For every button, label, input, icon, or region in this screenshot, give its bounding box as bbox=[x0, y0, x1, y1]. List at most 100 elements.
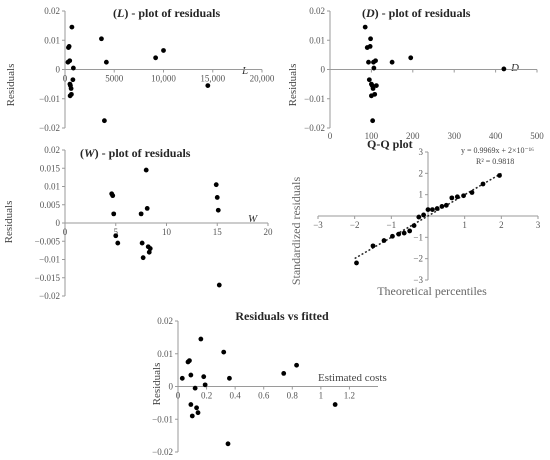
panel-w-xtick-label: 10 bbox=[162, 227, 172, 237]
panel-l-point bbox=[99, 36, 104, 42]
panel-rf-xtick-label: 0 bbox=[176, 391, 181, 401]
panel-qq-ytick-label: 2 bbox=[419, 168, 424, 178]
panel-l-ytick-label: 0.01 bbox=[44, 35, 60, 45]
panel-l-point bbox=[103, 59, 109, 65]
panel-d-ytick-label: 0.01 bbox=[309, 35, 325, 45]
panel-rf-xtick-label: 0.8 bbox=[287, 391, 299, 401]
panel-rf-point bbox=[195, 410, 201, 416]
panel-qq-point bbox=[425, 207, 431, 213]
panel-w-ytick-label: 0 bbox=[56, 218, 61, 228]
panel-w-point bbox=[110, 193, 116, 199]
panel-l-title: (L) - plot of residuals bbox=[113, 6, 220, 20]
panel-qq-point bbox=[411, 223, 417, 229]
panel-qq-xtick-label: −1 bbox=[387, 220, 397, 230]
panel-rf-title: Residuals vs fitted bbox=[235, 309, 329, 323]
panel-d-residuals: (D) - plot of residuals Residuals D −0.0… bbox=[287, 6, 544, 141]
panel-d-point bbox=[366, 77, 372, 83]
panel-d-xtick-label: 200 bbox=[406, 131, 420, 141]
panel-d-xtick-label: 300 bbox=[447, 131, 461, 141]
panel-qq-point bbox=[454, 194, 460, 200]
panel-rf-point bbox=[227, 375, 232, 381]
panel-qq-xtick-label: −2 bbox=[350, 220, 360, 230]
panel-l-point bbox=[69, 24, 75, 30]
panel-rf-point bbox=[281, 371, 287, 376]
panel-d-point bbox=[389, 59, 395, 65]
panel-rf-ytick-label: −0.02 bbox=[152, 447, 173, 457]
panel-rf-point bbox=[179, 375, 185, 381]
panel-w-ytick-label: 0.015 bbox=[40, 163, 61, 173]
panel-w-point bbox=[214, 195, 220, 200]
panel-qq-xtick-label: −3 bbox=[313, 220, 323, 230]
panel-l-point bbox=[67, 58, 73, 64]
panel-w-point bbox=[138, 211, 144, 217]
panel-w-ytick-label: −0.01 bbox=[39, 255, 60, 265]
panel-qq-xtick-label: 2 bbox=[499, 220, 504, 230]
panel-qq-point bbox=[430, 207, 435, 213]
panel-d-xtick-label: 500 bbox=[530, 131, 544, 141]
panel-l-point bbox=[68, 86, 74, 91]
panel-rf-point bbox=[201, 374, 207, 380]
panel-qq-xtick-label: 1 bbox=[462, 220, 467, 230]
panel-l-ylabel: Residuals bbox=[5, 64, 17, 107]
panel-rf-xlabel: Estimated costs bbox=[318, 372, 387, 384]
panel-qq-point bbox=[469, 190, 475, 195]
panel-rf-point bbox=[188, 372, 194, 378]
panel-l-point bbox=[102, 118, 107, 124]
panel-qq-point bbox=[381, 238, 387, 243]
panel-qq-point bbox=[370, 243, 376, 249]
panel-l-point bbox=[70, 77, 76, 83]
panel-rf-point bbox=[221, 349, 227, 355]
panel-l-point bbox=[205, 83, 211, 88]
panel-l-ytick-label: 0.02 bbox=[44, 6, 60, 16]
panel-w-point bbox=[215, 207, 221, 213]
panel-w-residuals: (W) - plot of residuals Residuals W −0.0… bbox=[3, 145, 273, 301]
panel-w-point bbox=[139, 240, 145, 246]
panel-rf-point bbox=[202, 382, 208, 388]
panel-d-title: (D) - plot of residuals bbox=[362, 6, 471, 20]
panel-qq-point bbox=[439, 204, 445, 209]
panel-w-point bbox=[140, 255, 146, 261]
panel-d-xtick-label: 400 bbox=[489, 131, 503, 141]
panel-qq-point bbox=[480, 181, 486, 187]
panel-rf-xtick-label: 1 bbox=[319, 391, 324, 401]
panel-l-xtick-label: 10,000 bbox=[151, 74, 176, 84]
panel-w-xlabel: W bbox=[248, 213, 258, 225]
panel-qq-plot: Q-Q plot y = 0.9969x + 2×10⁻¹⁶ R² = 0.98… bbox=[289, 137, 541, 298]
panel-l-point bbox=[66, 43, 72, 49]
panel-w-ytick-label: −0.02 bbox=[39, 291, 60, 301]
panel-d-point bbox=[373, 58, 378, 64]
panel-w-xtick-label: 20 bbox=[264, 227, 274, 237]
panel-d-ylabel: Residuals bbox=[287, 64, 299, 107]
panel-qq-point bbox=[396, 231, 402, 237]
panel-l-ytick-label: 0 bbox=[56, 65, 61, 75]
panel-qq-title: Q-Q plot bbox=[367, 137, 413, 151]
panel-rf-point bbox=[294, 362, 299, 368]
panel-qq-point bbox=[407, 228, 413, 234]
panel-qq-r2: R² = 0.9818 bbox=[476, 157, 514, 166]
panel-d-point bbox=[373, 83, 379, 88]
panel-qq-trendline bbox=[354, 172, 502, 260]
panel-w-xtick-label: 5 bbox=[114, 227, 119, 237]
panel-l-ytick-label: −0.01 bbox=[39, 94, 60, 104]
panel-w-title: (W) - plot of residuals bbox=[80, 146, 191, 160]
panel-w-xtick-label: 15 bbox=[213, 227, 223, 237]
panel-qq-ytick-label: 3 bbox=[419, 147, 424, 157]
panel-rf-ytick-label: 0.01 bbox=[157, 349, 173, 359]
panel-rf-ytick-label: −0.01 bbox=[152, 414, 173, 424]
panel-l-xtick-label: 15,000 bbox=[200, 74, 225, 84]
panel-d-ytick-label: −0.01 bbox=[304, 94, 325, 104]
panel-d-point bbox=[372, 91, 378, 97]
panel-rf-xtick-label: 0.6 bbox=[258, 391, 270, 401]
panel-w-point bbox=[143, 167, 149, 173]
panel-w-ytick-label: 0.02 bbox=[44, 145, 60, 155]
panel-w-ylabel: Residuals bbox=[3, 201, 15, 244]
panel-qq-point bbox=[390, 233, 395, 239]
panel-w-xtick-label: 0 bbox=[63, 227, 68, 237]
panel-rf-point bbox=[189, 413, 195, 419]
panel-rf-point bbox=[332, 402, 338, 407]
panel-w-ytick-label: −0.005 bbox=[35, 236, 61, 246]
panel-qq-point bbox=[416, 214, 422, 220]
panel-w-point bbox=[213, 182, 219, 188]
panel-w-point bbox=[115, 240, 121, 246]
